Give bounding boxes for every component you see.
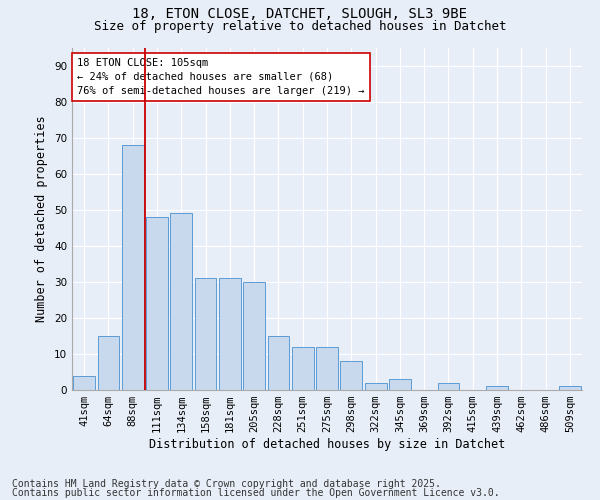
Bar (559, 386, 581, 390)
Bar (243, 282, 265, 390)
Bar (316, 346, 338, 390)
Text: 18 ETON CLOSE: 105sqm
← 24% of detached houses are smaller (68)
76% of semi-deta: 18 ETON CLOSE: 105sqm ← 24% of detached … (77, 58, 365, 96)
Bar (292, 346, 314, 390)
Bar (486, 386, 508, 390)
Bar (122, 145, 143, 390)
Bar (219, 278, 241, 390)
Y-axis label: Number of detached properties: Number of detached properties (35, 116, 49, 322)
Text: Size of property relative to detached houses in Datchet: Size of property relative to detached ho… (94, 20, 506, 33)
Bar (268, 336, 289, 390)
Bar (340, 361, 362, 390)
Bar (389, 379, 411, 390)
Bar (437, 383, 460, 390)
Text: Contains HM Land Registry data © Crown copyright and database right 2025.: Contains HM Land Registry data © Crown c… (12, 479, 441, 489)
X-axis label: Distribution of detached houses by size in Datchet: Distribution of detached houses by size … (149, 438, 505, 451)
Text: Contains public sector information licensed under the Open Government Licence v3: Contains public sector information licen… (12, 488, 500, 498)
Bar (146, 217, 168, 390)
Bar (73, 376, 95, 390)
Text: 18, ETON CLOSE, DATCHET, SLOUGH, SL3 9BE: 18, ETON CLOSE, DATCHET, SLOUGH, SL3 9BE (133, 8, 467, 22)
Bar (97, 336, 119, 390)
Bar (170, 214, 192, 390)
Bar (365, 383, 386, 390)
Bar (194, 278, 217, 390)
